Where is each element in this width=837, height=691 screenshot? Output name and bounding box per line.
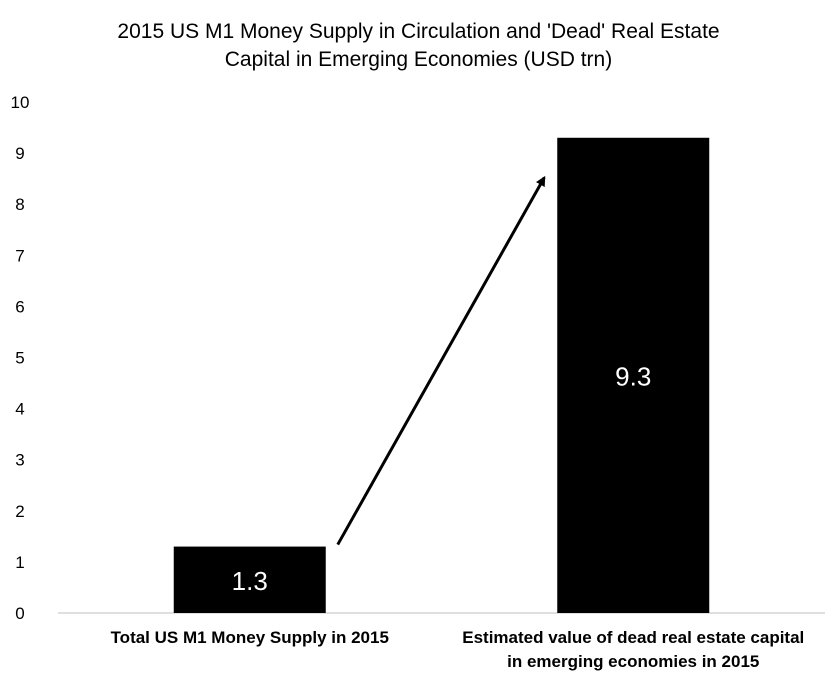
y-tick-label: 8 xyxy=(15,195,24,214)
chart-title-line-1: 2015 US M1 Money Supply in Circulation a… xyxy=(117,20,720,43)
y-tick-label: 6 xyxy=(15,297,24,316)
chart-title: 2015 US M1 Money Supply in Circulation a… xyxy=(0,18,837,74)
bar xyxy=(557,137,710,613)
x-tick-label-line: Total US M1 Money Supply in 2015 xyxy=(111,628,389,647)
y-tick-label: 7 xyxy=(15,246,24,265)
data-label: 1.3 xyxy=(232,566,268,596)
y-tick-label: 3 xyxy=(15,451,24,470)
x-tick-label: Total US M1 Money Supply in 2015 xyxy=(111,628,389,647)
y-tick-label: 10 xyxy=(11,93,30,112)
x-axis: Total US M1 Money Supply in 2015 Estimate… xyxy=(111,628,805,671)
y-tick-label: 5 xyxy=(15,349,24,368)
y-axis: 0 1 2 3 4 5 6 7 8 9 10 xyxy=(11,93,30,623)
trend-arrow xyxy=(336,175,546,546)
x-tick-label-line: in emerging economies in 2015 xyxy=(507,652,759,671)
x-tick-label-line: Estimated value of dead real estate capi… xyxy=(462,628,804,647)
bar-series: 1.3 9.3 xyxy=(173,137,710,613)
chart-title-line-2: Capital in Emerging Economies (USD trn) xyxy=(224,48,613,71)
y-tick-label: 1 xyxy=(15,553,24,572)
bar xyxy=(173,546,326,613)
y-tick-label: 0 xyxy=(15,604,24,623)
x-tick-label: Estimated value of dead real estate capi… xyxy=(462,628,804,671)
y-tick-label: 4 xyxy=(15,400,24,419)
data-label: 9.3 xyxy=(615,361,651,391)
y-tick-label: 2 xyxy=(15,502,24,521)
y-tick-label: 9 xyxy=(15,144,24,163)
